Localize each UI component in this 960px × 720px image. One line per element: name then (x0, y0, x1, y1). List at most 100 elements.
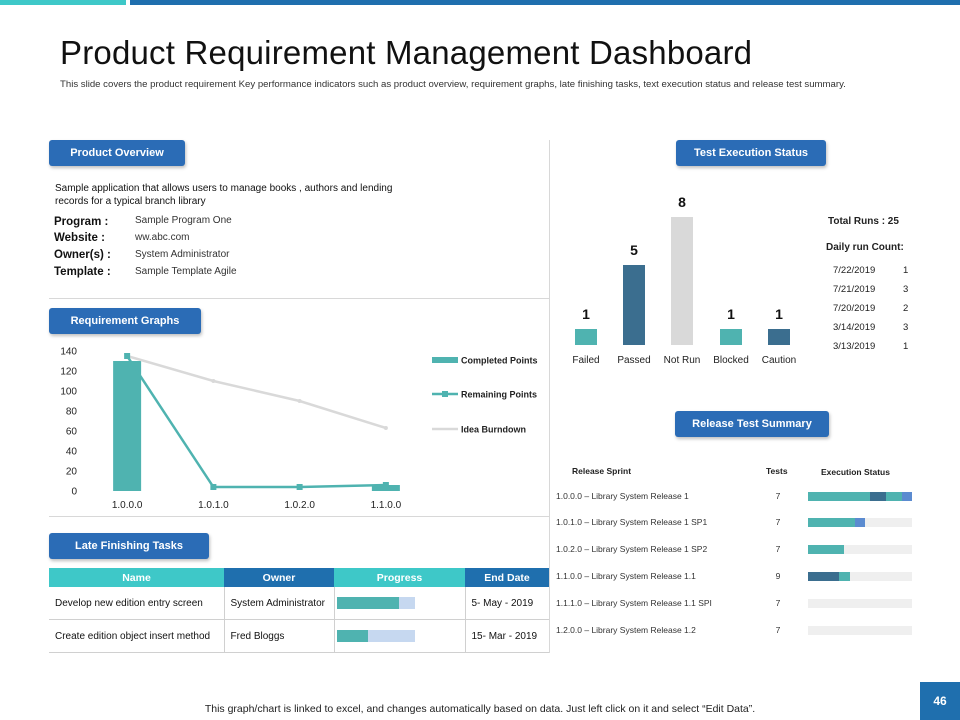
execution-bar (575, 329, 597, 345)
vertical-divider (549, 140, 550, 653)
execution-data-label: 1 (582, 306, 590, 322)
execution-data-label: 1 (727, 306, 735, 322)
idea-burndown-line (126, 354, 387, 430)
late-tasks-table: Name Owner Progress End Date Develop new… (49, 568, 549, 653)
release-status-segment (870, 492, 886, 501)
overview-value-owner: System Administrator (135, 249, 230, 260)
remaining-points-marker (210, 484, 217, 490)
release-status-segment (808, 518, 855, 527)
idea-burndown-point (383, 426, 388, 430)
run-count: 3 (903, 322, 909, 333)
release-sprint-name: 1.0.1.0 – Library System Release 1 SP1 (556, 517, 708, 527)
release-status-bar (808, 572, 912, 581)
run-date: 3/14/2019 (833, 322, 876, 333)
y-tick-label: 0 (71, 487, 77, 498)
test-execution-status-heading: Test Execution Status (676, 140, 826, 166)
release-sprint-name: 1.2.0.0 – Library System Release 1.2 (556, 625, 696, 635)
task-name: Develop new edition entry screen (49, 587, 225, 620)
progress-track (336, 597, 415, 609)
release-col-sprint: Release Sprint (572, 466, 632, 476)
run-date: 3/13/2019 (833, 341, 876, 352)
execution-data-label: 8 (678, 194, 686, 210)
execution-category-label: Not Run (664, 355, 701, 366)
page-title: Product Requirement Management Dashboard (60, 34, 753, 71)
release-status-segment (808, 545, 845, 554)
legend-swatch-completed (432, 357, 458, 363)
remaining-points-marker (124, 353, 131, 359)
test-execution-chart: 1 Failed 5 Passed 8 Not Run 1 Blocked 1 Caution (572, 194, 796, 366)
task-end-date: 15- Mar - 2019 (465, 619, 549, 653)
table-row: Create edition object insert method Fred… (49, 619, 549, 653)
overview-label-owner: Owner(s) : (54, 249, 111, 261)
col-end-date: End Date (465, 568, 549, 587)
divider-graphs (49, 516, 549, 517)
execution-bar (768, 329, 790, 345)
execution-category-label: Caution (762, 355, 796, 366)
divider-overview (49, 298, 549, 299)
y-tick-label: 40 (66, 447, 78, 458)
page-subtitle: This slide covers the product requiremen… (60, 79, 846, 90)
col-owner: Owner (224, 568, 334, 587)
execution-bar (720, 329, 742, 345)
release-status-bar (808, 492, 912, 501)
overview-value-program: Sample Program One (135, 215, 232, 226)
progress-fill (336, 630, 368, 642)
footer-note: This graph/chart is linked to excel, and… (204, 703, 756, 715)
execution-bar (623, 265, 645, 345)
requirement-graphs-heading: Requirement Graphs (49, 308, 201, 334)
y-tick-label: 100 (60, 387, 77, 398)
total-runs: Total Runs : 25 (828, 216, 899, 227)
task-progress (334, 587, 466, 620)
overview-value-website: ww.abc.com (135, 232, 190, 243)
release-tests-count: 9 (775, 571, 781, 581)
y-tick-label: 120 (60, 367, 77, 378)
late-finishing-tasks-heading: Late Finishing Tasks (49, 533, 209, 559)
overview-description: Sample application that allows users to … (55, 183, 393, 207)
overview-value-template: Sample Template Agile (135, 266, 237, 277)
product-overview-heading: Product Overview (49, 140, 185, 166)
release-status-segment (839, 572, 850, 581)
y-tick-label: 140 (60, 347, 77, 358)
top-accent-bar-blue (130, 0, 960, 5)
release-status-segment (854, 518, 866, 527)
x-tick-label: 1.1.0.0 (371, 500, 402, 511)
run-count: 1 (903, 265, 909, 276)
release-test-summary-heading: Release Test Summary (675, 411, 829, 437)
remaining-points-line (126, 355, 386, 489)
daily-run-heading: Daily run Count: (826, 242, 904, 253)
release-status-bar (808, 599, 912, 608)
release-status-segment (901, 492, 912, 501)
col-progress: Progress (334, 568, 465, 587)
task-progress (334, 619, 466, 653)
idea-burndown-point (211, 379, 216, 383)
x-tick-label: 1.0.0.0 (112, 500, 143, 511)
requirement-chart: 0 20 40 60 80 100 120 140 1.0.0.0 1.0.1.0 1.0.2.0 1… (60, 347, 537, 512)
release-status-segment (808, 572, 840, 581)
release-tests-count: 7 (775, 517, 781, 527)
x-tick-label: 1.0.2.0 (284, 500, 315, 511)
release-tests-count: 7 (775, 544, 781, 554)
task-owner: Fred Bloggs (224, 619, 335, 653)
execution-category-label: Blocked (713, 355, 749, 366)
table-row: Develop new edition entry screen System … (49, 587, 549, 620)
remaining-points-marker (382, 482, 389, 488)
page-number: 46 (920, 682, 960, 720)
release-tests-count: 7 (775, 625, 781, 635)
overview-label-website: Website : (54, 232, 105, 244)
release-sprint-name: 1.1.1.0 – Library System Release 1.1 SPI (556, 598, 712, 608)
overview-label-template: Template : (54, 266, 111, 278)
release-status-segment (808, 492, 871, 501)
legend-marker-remaining (442, 391, 448, 397)
execution-data-label: 1 (775, 306, 783, 322)
y-tick-label: 20 (66, 467, 78, 478)
run-date: 7/22/2019 (833, 265, 876, 276)
run-date: 7/20/2019 (833, 303, 876, 314)
release-sprint-name: 1.0.2.0 – Library System Release 1 SP2 (556, 544, 708, 554)
idea-burndown-point (297, 399, 302, 403)
legend-label: Idea Burndown (461, 425, 526, 435)
execution-category-label: Failed (572, 355, 599, 366)
release-tests-count: 7 (775, 491, 781, 501)
release-tests-count: 7 (775, 598, 781, 608)
remaining-points-marker (296, 484, 303, 490)
y-tick-label: 60 (66, 427, 78, 438)
